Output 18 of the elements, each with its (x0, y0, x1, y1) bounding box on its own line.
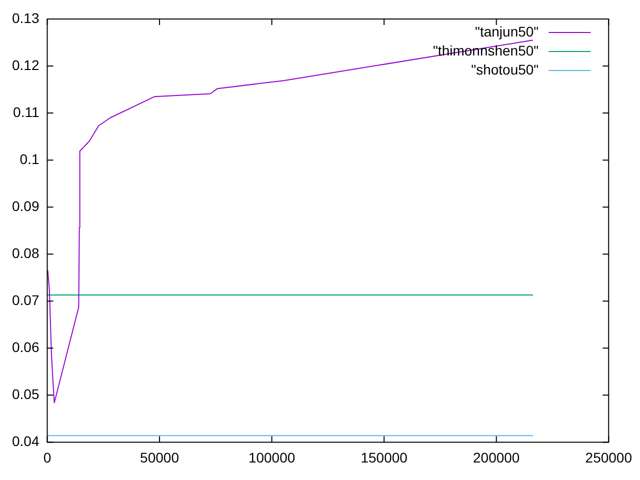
y-tick-label: 0.04 (12, 433, 40, 450)
y-tick-label: 0.13 (12, 10, 40, 26)
x-tick-label: 100000 (248, 449, 296, 466)
y-tick-label: 0.11 (13, 104, 40, 120)
y-tick-label: 0.12 (12, 56, 40, 73)
y-tick-label: 0.08 (12, 244, 40, 261)
legend-label: "shotou50" (471, 61, 539, 78)
x-tick-label: 200000 (473, 449, 520, 466)
x-tick-label: 50000 (140, 449, 180, 466)
x-tick-label: 150000 (360, 449, 408, 466)
x-tick-label: 0 (43, 449, 52, 466)
x-tick-label: 250000 (585, 449, 632, 466)
y-tick-label: 0.07 (12, 292, 40, 308)
y-tick-label: 0.09 (12, 198, 40, 214)
legend-label: "tanjun50" (474, 23, 539, 40)
y-tick-label: 0.06 (12, 339, 40, 356)
y-tick-label: 0.05 (12, 386, 40, 402)
y-tick-label: 0.1 (20, 150, 40, 167)
